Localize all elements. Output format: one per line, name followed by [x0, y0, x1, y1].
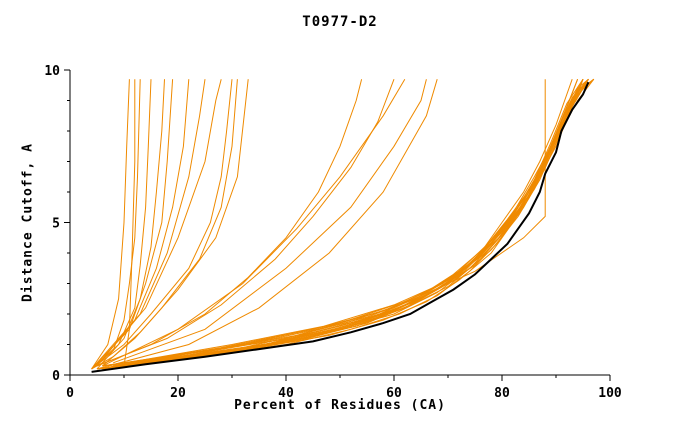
x-axis-label: Percent of Residues (CA): [234, 398, 446, 413]
curve-model-04: [91, 79, 174, 370]
curve-model-08: [91, 79, 233, 370]
x-tick-label: 0: [66, 386, 74, 401]
curve-model-13: [96, 79, 363, 367]
curve-model-03: [96, 79, 165, 370]
y-tick-label: 10: [44, 64, 60, 79]
curve-model-11: [123, 79, 136, 366]
x-tick-label: 40: [278, 386, 294, 401]
x-tick-label: 100: [598, 386, 622, 401]
curve-model-09: [102, 79, 238, 367]
x-tick-label: 80: [494, 386, 510, 401]
curve-reference: [91, 81, 590, 373]
curve-model-15: [102, 78, 406, 367]
y-tick-label: 5: [52, 217, 60, 232]
curve-model-38: [96, 78, 589, 370]
curve-model-16: [96, 79, 438, 370]
y-tick-label: 0: [52, 369, 60, 384]
curve-model-17: [113, 79, 427, 364]
curve-model-10: [91, 79, 249, 370]
curve-model-12: [91, 79, 130, 370]
x-tick-label: 20: [170, 386, 186, 401]
curve-model-02: [91, 79, 152, 370]
curve-model-06: [91, 79, 206, 370]
curve-model-34: [96, 78, 589, 370]
curve-model-07: [96, 79, 222, 367]
chart-title: T0977-D2: [302, 14, 378, 30]
x-tick-label: 60: [386, 386, 402, 401]
